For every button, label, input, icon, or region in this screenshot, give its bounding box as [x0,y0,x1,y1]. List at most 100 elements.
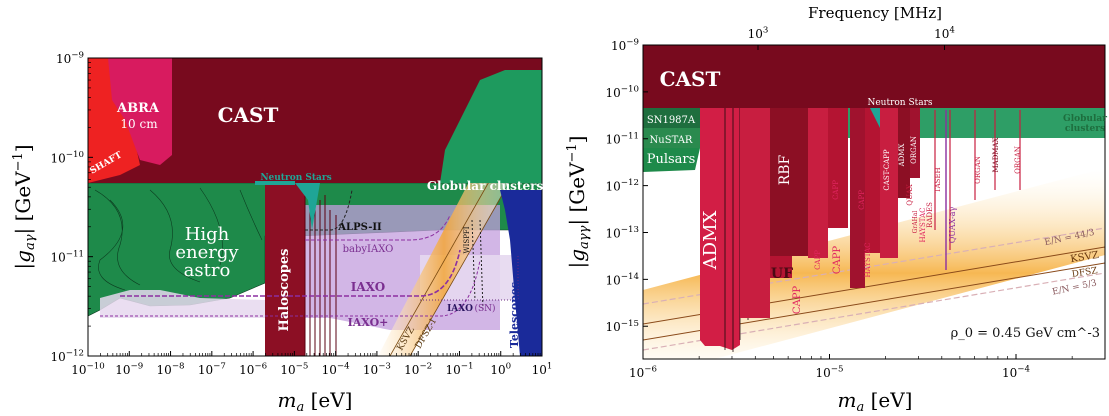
label-uf: UF [771,266,793,282]
left-x-tick-label: 10−8 [157,362,185,377]
left-x-tick-label: 101 [532,362,553,377]
region-cast-capp [880,108,898,258]
region-telescopes [500,190,542,356]
region-admx-hi [898,108,910,198]
label-nustar: NuSTAR [650,135,693,146]
line-iaxo-plus [100,259,481,317]
region-iaxo-low [100,290,265,318]
left-xlabel: ma [eV] [278,388,353,415]
line-babyiaxo [305,214,451,241]
left-x-tick-label: 10−7 [198,362,226,377]
label-iaxo-sn: IAXO [447,304,473,314]
region-sn1987a [643,108,700,128]
label-organ-1: ORGAN [910,136,918,164]
label-globular: Globular clusters [427,179,544,193]
right-y-tick-label: 10−13 [606,225,639,240]
line-en-5-3 [643,272,1105,351]
label-abra: ABRA [116,101,160,116]
region-haystac-1 [850,108,865,288]
region-abra [108,58,172,165]
region-cast-left [88,58,542,183]
left-y-tick-label: 10−10 [51,150,84,165]
left-axes: 10−10 10−9 10−8 10−7 10−6 10−5 10−4 10−3 10−2 10−… [51,51,553,377]
label-iaxo-plus: IAXO+ [348,316,389,329]
label-capp-1: CAPP [792,286,803,315]
region-pulsars [643,148,700,172]
label-abra-size: 10 cm [120,117,158,131]
line-alps-ii [305,189,353,231]
right-panel: CAST SN1987A NuSTAR Pulsars Neutron Star… [565,4,1107,415]
label-admx-hi: ADMX [898,144,906,168]
right-y-tick-label: 10−15 [606,319,639,334]
label-capp-3: CAPP [832,246,843,275]
region-shaft [88,58,140,183]
right-x-tick-label: 10−5 [816,365,844,380]
region-neutron-strip-left [255,181,295,185]
left-x-tick-label: 10−9 [115,362,143,377]
projection-lines [100,189,519,317]
right-y-tick-label: 10−11 [606,131,639,146]
label-cast: CAST [218,103,279,127]
label-quax: QUAX-aγ [948,207,957,244]
region-neutron-stars-left [295,183,320,230]
left-x-tick-label: 10−5 [280,362,308,377]
region-haloscopes [265,183,305,356]
left-y-tick-label: 10−12 [51,349,84,364]
label-ksvz-right: KSVZ [1070,250,1100,265]
left-x-tick-label: 10−4 [322,362,351,377]
label-taseh: TASEH [934,167,942,192]
label-grahal: GrAHal [912,211,919,234]
left-x-tick-label: 10−6 [239,362,267,377]
line-dfsz-left [409,189,506,356]
label-energy: energy [175,242,239,263]
thin-exclusion-lines [934,110,1021,250]
qcd-band-left [378,180,510,356]
line-en-44-3 [643,227,1105,305]
label-haystac-1: HAYSTAC [864,243,872,278]
region-capp-3 [828,108,848,228]
right-top-xlabel: Frequency [MHz] [808,4,942,22]
label-iaxo-sn-tag: (SN) [474,303,495,314]
region-uf [770,256,792,278]
haloscope-spikes [304,185,337,356]
left-x-tick-label: 10−10 [71,362,104,377]
label-organ-2: ORGAN [974,156,982,184]
label-madmax: MADMAX [992,137,1000,172]
label-neutron-stars-right: Neutron Stars [867,98,932,108]
region-haystac-2 [865,108,880,253]
left-plot-frame [87,57,543,357]
label-telescopes: Telescopes [508,282,521,348]
label-iaxo: IAXO [351,280,385,294]
astro-contours [94,187,263,291]
label-rades: RADES [926,202,934,228]
right-plot-frame [642,44,1106,360]
label-organ-3: ORGAN [1014,146,1022,174]
region-green-right-left [440,70,542,183]
label-cast-right: CAST [660,67,721,91]
right-top-tick-label: 103 [748,26,769,41]
right-axes: 10−6 10−5 10−4 103 104 10−15 10−14 10−13 10−12 10… [606,26,1106,380]
right-x-tick-label: 10−6 [629,365,657,380]
label-cast-capp: CAST-CAPP [883,149,891,190]
label-globular-right-2: clusters [1065,124,1105,134]
right-y-tick-label: 10−10 [606,84,639,99]
left-panel: CAST SHAFT ABRA 10 cm Neutron Stars Glob… [11,51,552,415]
left-x-tick-label: 10−2 [404,362,432,377]
right-x-tick-label: 10−4 [1002,365,1031,380]
right-y-tick-label: 10−12 [606,178,639,193]
label-pulsars: Pulsars [647,152,696,167]
region-nustar [643,128,700,148]
region-rbf [770,108,808,256]
right-y-tick-label: 10−9 [611,38,639,53]
label-capp-2: CAPP [814,250,822,270]
label-quax-2: QUAX [906,184,914,205]
line-wispfi [471,219,476,301]
label-neutron-stars: Neutron Stars [260,173,331,183]
label-rbf: RBF [777,154,793,185]
label-haystac-2: HAYSTAC [919,208,927,243]
label-capp-4: CAPP [832,180,840,200]
region-admx [700,108,740,350]
right-xlabel: ma [eV] [838,388,913,415]
label-rho0: ρ_0 = 0.45 GeV cm^-3 [951,326,1100,341]
